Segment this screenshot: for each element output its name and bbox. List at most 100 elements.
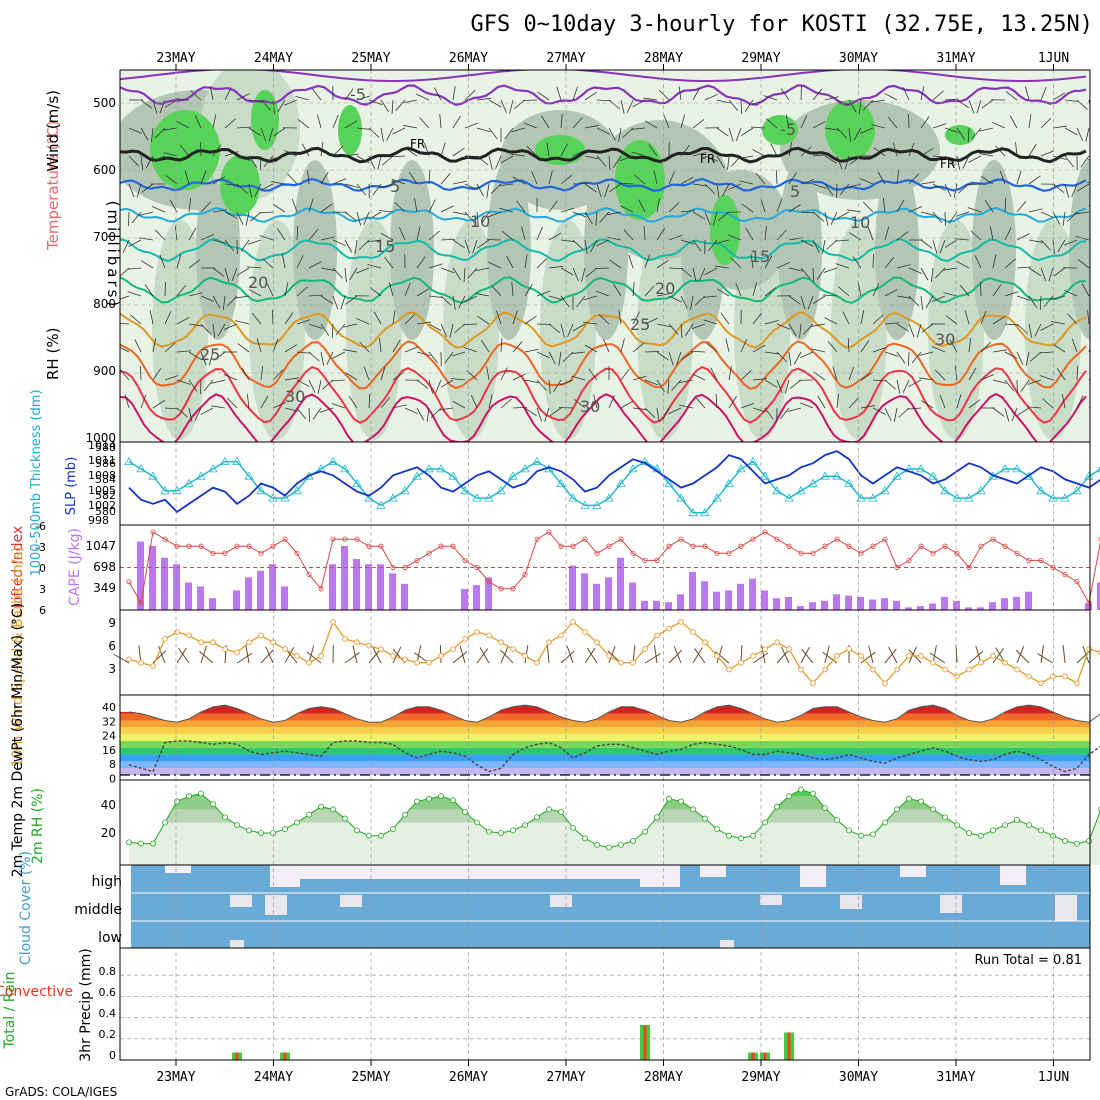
rh2m-point xyxy=(726,832,732,839)
day-label-bottom: 1JUN xyxy=(1038,1070,1069,1085)
cape-bar xyxy=(1013,596,1020,610)
day-label-bottom: 24MAY xyxy=(254,1070,293,1085)
wind-barb xyxy=(213,351,226,361)
wind-barb xyxy=(678,86,682,101)
wind-barb xyxy=(836,394,839,409)
wind-barb xyxy=(1011,407,1018,422)
li-point xyxy=(822,543,828,549)
wind-barb xyxy=(584,124,599,129)
li-point xyxy=(1050,564,1056,571)
li-point xyxy=(426,550,432,556)
wind-barb xyxy=(955,211,970,217)
li-point xyxy=(978,543,984,549)
rh2m-tick: 20 xyxy=(101,826,116,840)
thickness-point xyxy=(772,485,782,495)
cape-bar xyxy=(1001,598,1008,610)
wind-barb xyxy=(728,183,742,191)
temp-contour xyxy=(120,365,1087,424)
rh2m-point xyxy=(930,806,936,813)
wind-barb xyxy=(872,347,887,353)
wind-barb xyxy=(128,183,135,198)
wind-barb xyxy=(788,267,803,272)
pressure-tick: 900 xyxy=(93,364,116,378)
rh2m-point xyxy=(486,828,492,835)
wind-barb xyxy=(788,204,801,213)
wind-barb xyxy=(944,155,956,166)
wind-barb xyxy=(390,155,406,158)
cloud-clear-mid xyxy=(1055,895,1077,921)
wind-barb xyxy=(992,379,1007,384)
wind-barb xyxy=(662,407,670,421)
li-point xyxy=(1074,579,1080,585)
cloud-clear-high xyxy=(640,865,680,887)
wind-barb xyxy=(523,122,538,129)
wind-barb xyxy=(549,407,562,417)
wind-barb-10m xyxy=(1037,653,1054,664)
wind-barb xyxy=(343,349,358,353)
wind-barb xyxy=(495,155,502,170)
cape-bar xyxy=(1097,582,1100,610)
wind-barb xyxy=(608,127,616,141)
wind-barb xyxy=(896,379,901,394)
wind-barb xyxy=(382,155,394,166)
wind-speed-point xyxy=(678,618,684,625)
rh-plume xyxy=(293,160,337,340)
wind-barb xyxy=(620,99,625,114)
wind-barb xyxy=(332,267,343,279)
wind-barb xyxy=(316,114,322,129)
rh2m-point xyxy=(1074,840,1080,847)
wind-barb xyxy=(127,291,142,297)
wind-speed-point xyxy=(1002,659,1008,666)
wind-speed-point xyxy=(258,632,264,639)
wind-barb xyxy=(194,407,202,421)
freezing-level-label: FR xyxy=(410,137,425,151)
temp-band xyxy=(120,747,1090,755)
rh2m-point xyxy=(270,830,276,836)
wind-speed-point xyxy=(306,659,312,666)
wind-barb xyxy=(585,267,598,278)
wind-barb xyxy=(692,183,707,187)
li-point xyxy=(678,536,684,542)
wind-barb xyxy=(920,86,925,101)
upper-air-panel: -5 -5 5 5 10 10 15 15 20 20 25 25 30 30 30 FR FR FR xyxy=(120,70,1090,442)
wind-barb xyxy=(871,99,886,103)
wind-barb xyxy=(223,374,238,381)
wind-barb xyxy=(849,155,862,165)
wind-barb xyxy=(680,176,694,185)
wind-barb xyxy=(967,127,970,143)
li-point xyxy=(150,529,156,535)
temp-tick: 8 xyxy=(109,758,116,771)
rh2m-point xyxy=(822,805,828,811)
temp-contour xyxy=(120,206,1087,223)
wind-barb xyxy=(727,155,730,170)
cape-bar xyxy=(617,557,624,610)
wind-barb xyxy=(440,238,456,241)
wind-barb xyxy=(956,155,961,170)
wind-barb xyxy=(766,118,778,129)
wind-barb xyxy=(524,254,528,269)
wind-barb xyxy=(588,368,598,381)
wind-barb xyxy=(607,236,622,241)
wind-barb xyxy=(692,211,706,220)
wind-barb xyxy=(859,127,874,134)
cape-bar xyxy=(845,595,852,610)
wind-barb xyxy=(995,145,1006,157)
wind-barb xyxy=(152,368,162,381)
wind-speed-point xyxy=(702,639,708,646)
wind-barb xyxy=(363,211,370,226)
wind-barb xyxy=(970,230,982,241)
temp-tick: 40 xyxy=(102,701,116,714)
wind-barb xyxy=(871,124,886,129)
wind-barb xyxy=(656,351,669,361)
wind-barb xyxy=(788,295,801,305)
cloud-clear-high xyxy=(270,865,300,887)
slp-tick: 1005 xyxy=(88,484,116,497)
wind-barb xyxy=(223,323,238,330)
wind-barb xyxy=(634,174,646,185)
thickness-point xyxy=(508,471,518,480)
wind-barb-10m xyxy=(392,646,402,664)
thickness-point xyxy=(1048,493,1058,502)
rh2m-point xyxy=(618,841,624,848)
li-point xyxy=(594,550,600,556)
wind-barb xyxy=(658,89,670,101)
